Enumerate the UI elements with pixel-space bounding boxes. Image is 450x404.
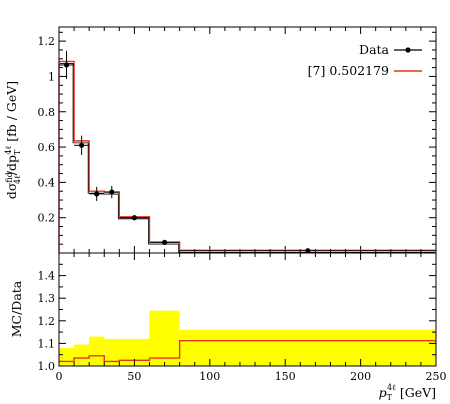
- data-point-marker: [161, 239, 168, 246]
- ratio-plot-frame: [58, 252, 437, 367]
- data-point: [179, 248, 436, 254]
- ratio-y-tick-label: 1.1: [38, 337, 56, 350]
- ratio-plot-panel: 1.0 1.1 1.2 1.3 1.4 0 50 100 150 200 250 MC/Data p…: [9, 252, 447, 402]
- x-tick-label: 250: [426, 370, 447, 383]
- x-tick-label: 150: [275, 370, 296, 383]
- main-y-tick-label: 0.2: [38, 212, 56, 225]
- data-point: [119, 215, 150, 221]
- ratio-mc-line: [59, 339, 436, 363]
- data-point: [74, 135, 90, 156]
- ratio-band-bin: [89, 336, 105, 366]
- x-tick-label: 100: [199, 370, 220, 383]
- main-y-tick-label: 1: [48, 70, 55, 83]
- main-y-tick-label: 0.8: [38, 106, 56, 119]
- ratio-y-tick-label: 1.2: [38, 315, 56, 328]
- data-points-series: [59, 50, 436, 254]
- ratio-band-bin: [74, 344, 90, 366]
- xlabel-sub: T: [387, 393, 393, 402]
- ylabel-sup: fid: [5, 172, 14, 182]
- data-point-marker: [109, 189, 115, 195]
- ylabel-unit: [fb / GeV]: [4, 81, 19, 146]
- ratio-y-tick-label: 1.3: [38, 292, 56, 305]
- main-y-axis-label: dσfid4ℓ/dpT4ℓ [fb / GeV]: [4, 81, 22, 199]
- data-point-marker: [305, 248, 311, 254]
- legend-label-data: Data: [359, 42, 389, 57]
- main-y-tick-label: 1.2: [38, 35, 56, 48]
- main-y-tick-label: 0.4: [38, 176, 56, 189]
- x-axis-label: pT4ℓ [GeV]: [379, 383, 436, 402]
- ylabel-sub2: T: [13, 149, 22, 155]
- mc-histogram-series: [58, 60, 436, 253]
- x-tick-label: 0: [56, 370, 63, 383]
- xlabel-sup: 4ℓ: [387, 383, 396, 392]
- main-y-tick-label: 0.6: [38, 141, 56, 154]
- data-point-marker: [63, 62, 70, 68]
- legend-marker-data-dot: [405, 47, 411, 53]
- data-point: [104, 185, 120, 199]
- data-point-marker: [94, 191, 100, 197]
- mc-histogram-line: [58, 60, 436, 253]
- xlabel-unit: [GeV]: [396, 385, 436, 400]
- main-plot-panel: 0.2 0.4 0.6 0.8 1 1.2 Data [7] 0.502179 dσfid…: [4, 26, 437, 254]
- x-tick-label: 50: [127, 370, 141, 383]
- main-plot-frame: [58, 26, 437, 254]
- mc-histogram-outline: [60, 63, 435, 253]
- data-point-marker: [131, 215, 137, 221]
- xlabel-main: p: [379, 385, 387, 400]
- ratio-y-tick-label: 1.4: [38, 270, 56, 283]
- ylabel-main: dσ: [4, 182, 19, 199]
- legend-label-mc: [7] 0.502179: [308, 63, 389, 78]
- ylabel-sub: 4ℓ: [13, 175, 22, 184]
- ratio-uncertainty-band: [59, 310, 436, 366]
- data-point-marker: [79, 142, 85, 148]
- data-point: [89, 186, 105, 201]
- legend: Data [7] 0.502179: [308, 42, 422, 78]
- ratio-y-axis-label: MC/Data: [9, 280, 24, 337]
- ylabel-sup2: 4ℓ: [4, 146, 13, 155]
- ratio-band-bin: [179, 329, 436, 366]
- ratio-band-bin: [149, 310, 180, 366]
- data-point: [149, 239, 180, 246]
- x-tick-label: 200: [350, 370, 371, 383]
- main-y-ticks: 0.2 0.4 0.6 0.8 1 1.2: [38, 27, 436, 253]
- ratio-y-tick-label: 1.0: [38, 360, 56, 373]
- ratio-band-bin: [104, 338, 120, 366]
- ratio-line-path: [59, 339, 436, 363]
- ylabel-mid: /dp: [4, 155, 19, 175]
- ratio-band-bin: [59, 347, 75, 366]
- data-point: [59, 50, 75, 80]
